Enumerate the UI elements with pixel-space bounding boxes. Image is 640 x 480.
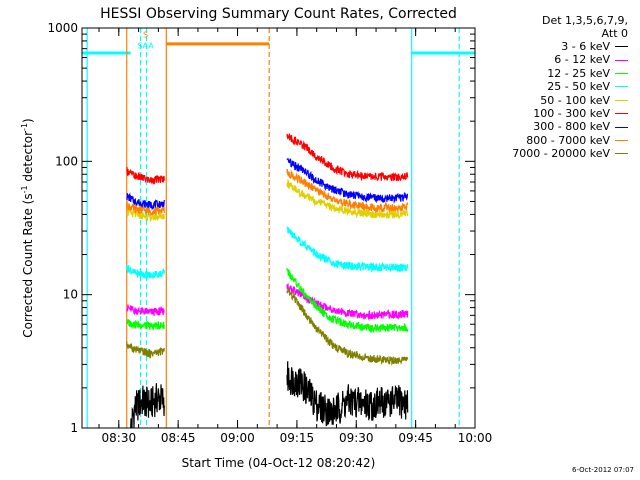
chart-title: HESSI Observing Summary Count Rates, Cor… — [100, 6, 457, 22]
legend-header-detectors: Det 1,3,5,6,7,9, — [541, 14, 628, 27]
legend-item: 25 - 50 keV — [482, 80, 628, 93]
legend-item: 7000 - 20000 keV — [482, 147, 628, 160]
legend-item-label: 300 - 800 keV — [533, 120, 610, 134]
legend-item-label: 800 - 7000 keV — [526, 133, 610, 147]
legend-item-label: 3 - 6 keV — [561, 40, 610, 53]
plot-frame — [81, 27, 476, 429]
legend-item: 50 - 100 keV — [482, 94, 628, 107]
legend-item: 12 - 25 keV — [482, 67, 628, 80]
legend-item-swatch — [615, 153, 628, 155]
legend-item: 6 - 12 keV — [482, 53, 628, 66]
y-axis-label: Corrected Count Rate (s-1 detector-1) — [20, 118, 35, 337]
chart-legend: Det 1,3,5,6,7,9, Att 0 3 - 6 keV 6 - 12 k… — [482, 14, 628, 161]
data-series-line — [130, 383, 165, 428]
legend-item-swatch — [615, 126, 628, 128]
data-series-line — [286, 287, 409, 366]
data-series-line — [286, 157, 409, 204]
data-series-line — [126, 304, 165, 316]
data-series-line — [286, 361, 409, 427]
y-axis-label-part: -1 — [20, 185, 29, 193]
legend-item-swatch — [615, 99, 628, 101]
legend-item-swatch — [615, 73, 628, 75]
series-6-12keV — [126, 282, 409, 321]
series-7000-20000keV — [126, 287, 409, 366]
legend-item-swatch — [615, 59, 628, 61]
x-tick-label: 09:30 — [339, 431, 374, 445]
y-tick-label: 100 — [55, 154, 78, 168]
y-tick-label: 10 — [63, 288, 78, 302]
event-marker-label: S — [143, 30, 148, 39]
legend-item-label: 25 - 50 keV — [547, 80, 610, 94]
data-series-line — [286, 169, 409, 214]
data-series-line — [126, 201, 165, 216]
data-series-line — [126, 319, 165, 330]
x-tick-label: 08:30 — [102, 431, 137, 445]
x-tick-label: 09:15 — [280, 431, 315, 445]
legend-item-label: 12 - 25 keV — [547, 66, 610, 80]
y-axis-label-part: Corrected Count Rate (s — [21, 193, 35, 337]
data-series-line — [286, 267, 409, 334]
legend-item: 300 - 800 keV — [482, 120, 628, 133]
legend-item-swatch — [615, 113, 628, 115]
legend-item-label: 50 - 100 keV — [540, 93, 610, 107]
y-axis-label-part: ) — [21, 118, 35, 123]
x-tick-label: 09:45 — [398, 431, 433, 445]
legend-header-attenuator: Att 0 — [601, 27, 628, 40]
x-tick-label: 10:00 — [458, 431, 493, 445]
x-tick-label: 09:00 — [220, 431, 255, 445]
x-tick-label: 08:45 — [161, 431, 196, 445]
data-series-line — [126, 166, 165, 185]
data-series-line — [286, 282, 409, 321]
legend-item-label: 6 - 12 keV — [554, 53, 610, 67]
legend-item-label: 100 - 300 keV — [533, 107, 610, 121]
legend-item: 100 - 300 keV — [482, 107, 628, 120]
y-axis-label-part: detector — [21, 131, 35, 186]
data-series-line — [286, 133, 409, 182]
series-25-50keV — [126, 226, 409, 279]
legend-item-swatch — [615, 86, 628, 88]
y-tick-label: 1 — [70, 421, 78, 435]
y-tick-label: 1000 — [47, 21, 78, 35]
series-100-300keV — [126, 133, 409, 185]
x-axis-label: Start Time (04-Oct-12 08:20:42) — [182, 456, 376, 470]
data-series-line — [286, 226, 409, 273]
footer-date-stamp: 6-Oct-2012 07:07 — [571, 466, 634, 474]
y-axis-label-part: -1 — [20, 123, 29, 131]
data-series-line — [126, 265, 165, 279]
series-12-25keV — [126, 267, 409, 334]
data-series-line — [126, 341, 165, 359]
series-300-800keV — [126, 157, 409, 211]
legend-item: 800 - 7000 keV — [482, 134, 628, 147]
legend-item-swatch — [615, 46, 628, 48]
legend-item: 3 - 6 keV — [482, 40, 628, 53]
data-series-line — [286, 179, 409, 220]
series-800-7000keV — [126, 169, 409, 216]
series-3-6keV — [130, 361, 409, 428]
legend-item-swatch — [615, 140, 628, 142]
plot-area: S SAA — [82, 28, 475, 428]
event-marker-label: SAA — [137, 42, 154, 51]
legend-item-label: 7000 - 20000 keV — [512, 147, 610, 161]
